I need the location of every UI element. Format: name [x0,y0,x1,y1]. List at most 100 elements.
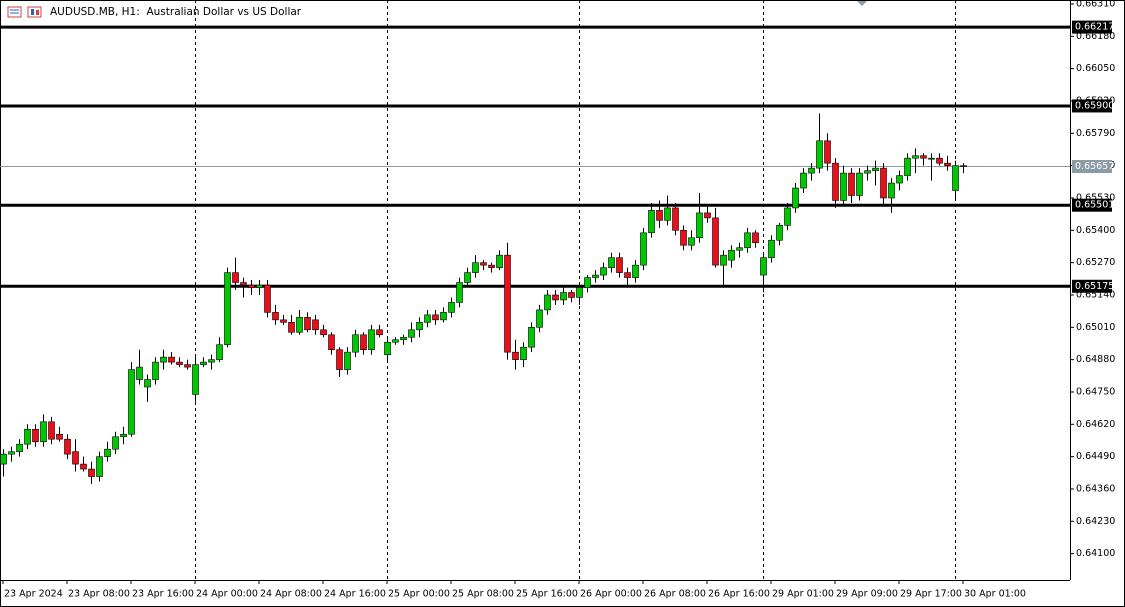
candle-body [8,451,15,455]
candle-body [256,284,263,288]
y-tick-label: 0.65270 [1076,257,1115,268]
x-tick-label: 29 Apr 09:00 [836,589,898,600]
candle-body [904,157,911,176]
y-tick-label: 0.65790 [1076,128,1115,139]
candle-body [544,294,551,311]
x-tick-label: 24 Apr 00:00 [196,589,258,600]
candle-body [200,361,207,365]
candle-body [792,187,799,209]
y-tick-label: 0.64880 [1076,354,1115,365]
candle-body [336,349,343,370]
x-tick-label: 25 Apr 00:00 [388,589,450,600]
candle-body [784,207,791,226]
candle-body [296,317,303,333]
level-label-box [1072,198,1112,212]
candle-body [928,157,935,160]
candle-body [184,364,191,368]
candle-body [456,282,463,303]
candle-body [944,162,951,166]
candle-body [408,329,415,338]
candle-body [400,336,407,341]
candle-body [696,212,703,239]
x-tick-label: 29 Apr 17:00 [900,589,962,600]
candle-body [360,334,367,350]
candle-body [240,282,247,286]
candle-body [176,361,183,365]
x-tick-label: 26 Apr 16:00 [708,589,770,600]
icon [7,6,22,18]
candle-body [616,257,623,273]
candle-body [280,319,287,323]
candle-body [392,339,399,343]
candle-body [592,274,599,278]
candle-body [728,249,735,261]
candle-body [888,182,895,199]
x-tick-label: 24 Apr 16:00 [324,589,386,600]
candle-body [504,254,511,353]
candle-body [608,257,615,268]
level-label: 0.65501 [1075,200,1114,211]
candle-body [24,428,31,445]
icon [27,6,42,18]
x-tick-label: 23 Apr 08:00 [68,589,130,600]
y-tick-label: 0.65530 [1076,192,1115,203]
candle-body [0,453,7,465]
candle-body [960,165,967,167]
candle-body [880,167,887,199]
candle-body [736,247,743,251]
candle-body [656,210,663,221]
candle-body [896,175,903,184]
chart-title: AUDUSD.MB, H1: Australian Dollar vs US D… [50,6,302,18]
level-label: 0.66217 [1075,22,1114,33]
candle-body [152,361,159,380]
candle-body [272,312,279,321]
bid-label-box [1072,160,1112,173]
y-tick-label: 0.65140 [1076,289,1115,300]
y-tick-label: 0.66050 [1076,63,1115,74]
candle-body [600,267,607,276]
candle-body [32,428,39,443]
candle-body [744,232,751,249]
candle-body [352,334,359,353]
x-tick-label: 23 Apr 2024 [4,589,63,600]
candle-body [576,287,583,298]
candle-body [64,438,71,455]
candle-body [416,322,423,331]
level-label-box [1072,20,1112,34]
candle-body [320,329,327,336]
bid-label: 0.65657 [1075,161,1114,172]
candle-body [920,155,927,159]
candle-body [72,451,79,465]
x-tick-label: 26 Apr 08:00 [644,589,706,600]
shift-marker [857,1,867,6]
candle-body [480,262,487,266]
candle-body [40,421,47,443]
level-label: 0.65900 [1075,100,1114,111]
candle-body [864,170,871,174]
icon [31,9,34,15]
candle-body [520,346,527,360]
candle-body [208,359,215,363]
candle-body [952,165,959,191]
candle-body [376,329,383,336]
candle-body [160,356,167,363]
y-tick-label: 0.66180 [1076,31,1115,42]
candle-body [168,356,175,363]
y-tick-label: 0.64490 [1076,451,1115,462]
candle-body [88,468,95,477]
candle-body [216,344,223,360]
toolbar-icons [7,6,42,18]
candle-body [440,312,447,321]
candle-body [424,314,431,323]
candle-body [872,167,879,171]
candle-body [752,232,759,244]
candle-body [248,284,255,288]
candle-body [432,314,439,321]
candle-body [16,443,23,452]
y-tick-label: 0.64100 [1076,548,1115,559]
level-label-box [1072,279,1112,293]
candle-body [304,317,311,331]
candle-body [816,140,823,169]
